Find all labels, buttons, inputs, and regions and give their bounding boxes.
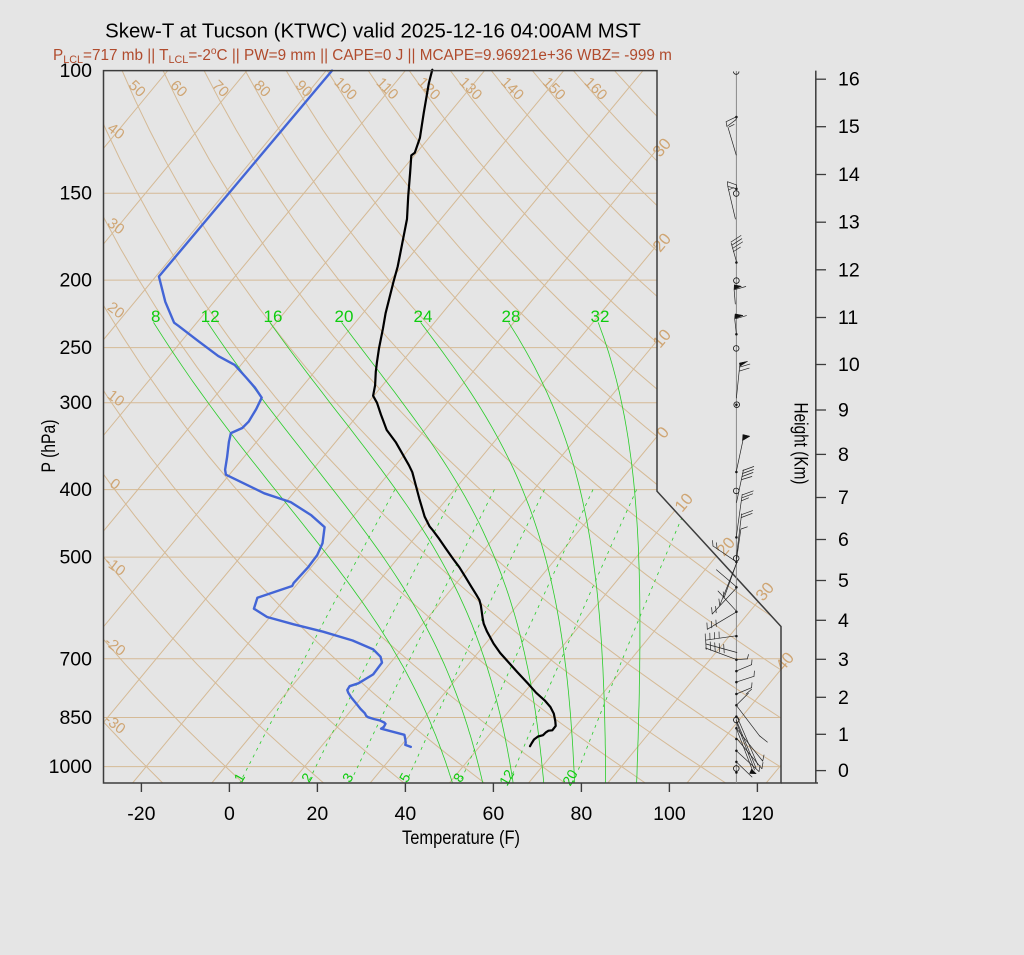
- svg-text:15: 15: [838, 116, 860, 138]
- svg-text:120: 120: [741, 803, 774, 825]
- svg-text:28: 28: [502, 307, 521, 326]
- svg-text:400: 400: [59, 479, 92, 501]
- svg-text:850: 850: [59, 707, 92, 729]
- svg-text:1000: 1000: [49, 756, 93, 778]
- svg-text:24: 24: [414, 307, 433, 326]
- svg-text:11: 11: [838, 307, 858, 329]
- svg-text:12: 12: [201, 307, 220, 326]
- svg-text:5: 5: [838, 570, 849, 592]
- svg-text:8: 8: [151, 307, 160, 326]
- svg-text:16: 16: [264, 307, 283, 326]
- svg-text:1: 1: [838, 724, 849, 746]
- svg-text:12: 12: [838, 259, 860, 281]
- svg-text:20: 20: [307, 803, 329, 825]
- svg-text:14: 14: [838, 164, 860, 186]
- svg-text:40: 40: [395, 803, 417, 825]
- svg-text:9: 9: [838, 400, 849, 422]
- svg-text:60: 60: [483, 803, 505, 825]
- svg-text:13: 13: [838, 212, 860, 234]
- svg-text:80: 80: [571, 803, 593, 825]
- svg-text:500: 500: [59, 547, 92, 569]
- svg-text:-20: -20: [127, 803, 155, 825]
- svg-text:7: 7: [838, 487, 849, 509]
- svg-text:Temperature (F): Temperature (F): [402, 827, 520, 849]
- svg-text:Height (Km): Height (Km): [790, 403, 812, 485]
- svg-text:10: 10: [838, 354, 860, 376]
- svg-text:150: 150: [59, 183, 92, 205]
- svg-text:32: 32: [591, 307, 610, 326]
- svg-text:0: 0: [224, 803, 235, 825]
- svg-text:4: 4: [838, 610, 849, 632]
- svg-text:250: 250: [59, 337, 92, 359]
- svg-text:P (hPa): P (hPa): [38, 420, 60, 473]
- svg-text:3: 3: [838, 649, 849, 671]
- svg-text:20: 20: [335, 307, 354, 326]
- svg-text:PLCL=717 mb || TLCL=-2oC || PW: PLCL=717 mb || TLCL=-2oC || PW=9 mm || C…: [53, 46, 672, 66]
- svg-text:300: 300: [59, 392, 92, 414]
- svg-text:16: 16: [838, 69, 860, 91]
- svg-text:100: 100: [653, 803, 686, 825]
- svg-text:8: 8: [838, 444, 849, 466]
- svg-text:Skew-T at Tucson (KTWC) valid: Skew-T at Tucson (KTWC) valid 2025-12-16…: [105, 21, 641, 43]
- svg-text:700: 700: [59, 648, 92, 670]
- svg-text:0: 0: [838, 760, 849, 782]
- svg-text:200: 200: [59, 270, 92, 292]
- svg-text:6: 6: [838, 529, 849, 551]
- svg-text:2: 2: [838, 687, 849, 709]
